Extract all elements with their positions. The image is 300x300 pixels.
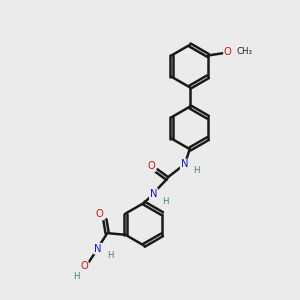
Text: H: H xyxy=(107,250,113,260)
Text: O: O xyxy=(224,47,232,57)
Text: H: H xyxy=(162,197,169,206)
Text: O: O xyxy=(148,161,155,171)
Text: N: N xyxy=(181,159,188,170)
Text: N: N xyxy=(150,189,157,199)
Text: N: N xyxy=(94,244,101,254)
Text: O: O xyxy=(96,209,104,220)
Text: H: H xyxy=(194,167,200,176)
Text: H: H xyxy=(73,272,80,280)
Text: CH₃: CH₃ xyxy=(237,47,253,56)
Text: O: O xyxy=(80,261,88,271)
